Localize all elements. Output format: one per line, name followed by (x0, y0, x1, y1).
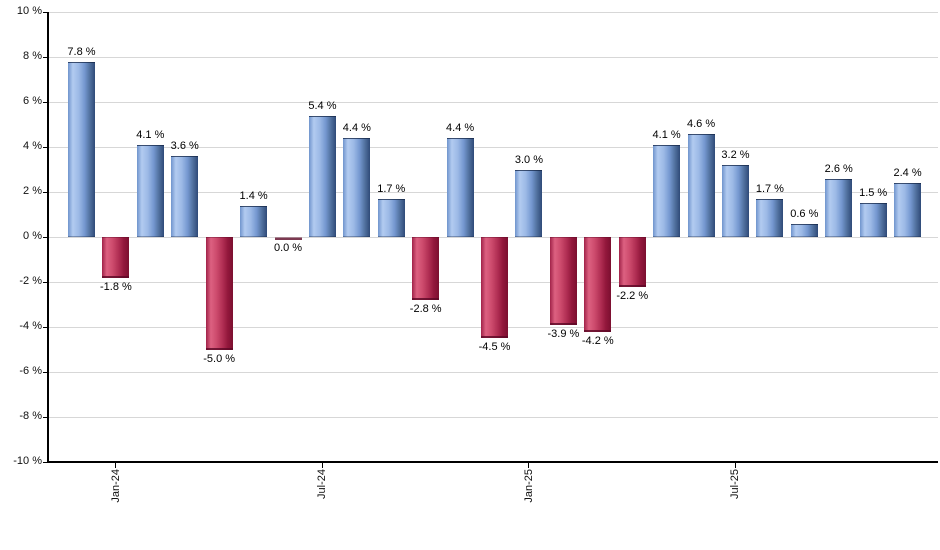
x-axis-label: Jan-24 (109, 469, 122, 503)
bar-value-label: 1.4 % (239, 189, 268, 202)
bar-value-label: 7.8 % (67, 45, 96, 58)
y-axis-label: 10 % (16, 5, 42, 17)
y-axis-tick (43, 461, 48, 463)
bar-value-label: 3.2 % (721, 149, 750, 161)
bar[interactable] (240, 205, 268, 237)
bar-value-label: 4.4 % (446, 122, 475, 134)
bar[interactable] (343, 138, 371, 237)
bar-value-label: -4.2 % (581, 334, 614, 347)
y-axis-tick (43, 11, 48, 13)
bar[interactable] (790, 223, 818, 237)
bar-value-label: 1.7 % (377, 182, 406, 195)
bar-value-label: 2.6 % (824, 162, 853, 175)
x-axis-line (47, 461, 938, 463)
y-axis-label: 2 % (23, 185, 42, 197)
y-gridline (48, 11, 938, 13)
x-axis-label: Jan-25 (522, 469, 535, 503)
bar-value-label: 4.1 % (652, 128, 681, 141)
y-gridline (48, 416, 938, 418)
bar[interactable] (68, 61, 95, 237)
bar-value-label: -3.9 % (547, 327, 580, 340)
bar-value-label: -2.2 % (616, 289, 649, 302)
bar[interactable] (825, 178, 853, 237)
x-axis-tick (321, 462, 323, 468)
bar[interactable] (687, 133, 715, 237)
bar-value-label: 1.7 % (755, 182, 784, 195)
x-axis-tick (528, 462, 530, 468)
bar[interactable] (412, 237, 440, 300)
bar[interactable] (549, 237, 577, 325)
bar[interactable] (515, 169, 543, 237)
bar-value-label: 3.0 % (514, 153, 544, 166)
y-axis-tick (43, 146, 48, 148)
bar[interactable] (102, 237, 130, 278)
y-gridline (48, 101, 938, 103)
y-gridline (48, 146, 938, 148)
y-axis-label: -2 % (19, 275, 42, 287)
bar-value-label: 3.6 % (170, 140, 199, 152)
bar-value-label: -5.0 % (203, 352, 236, 365)
bar[interactable] (481, 237, 509, 339)
y-axis-label: -4 % (19, 320, 42, 332)
y-axis-tick (43, 191, 48, 193)
bar[interactable] (136, 144, 164, 237)
x-axis-label: Jul-25 (729, 469, 742, 499)
bar-value-label: -2.8 % (409, 303, 442, 315)
x-axis-label: Jul-24 (316, 469, 329, 499)
bar[interactable] (618, 237, 646, 287)
bar-value-label: 0.0 % (273, 242, 303, 254)
x-axis-tick (115, 462, 117, 468)
bar[interactable] (894, 183, 922, 237)
bar[interactable] (308, 115, 336, 237)
y-axis-label: -8 % (19, 410, 42, 422)
y-axis-label: -10 % (13, 455, 42, 467)
bar[interactable] (205, 237, 233, 350)
y-axis-label: 8 % (23, 50, 42, 62)
y-axis-tick (43, 371, 48, 373)
bar[interactable] (721, 165, 749, 237)
y-axis-tick (43, 416, 48, 418)
y-axis-tick (43, 281, 48, 283)
y-axis-label: 4 % (23, 140, 42, 152)
bar-value-label: 4.4 % (342, 122, 371, 134)
bar-value-label: 0.6 % (790, 207, 819, 220)
bar-value-label: -4.5 % (478, 341, 511, 354)
bar[interactable] (756, 198, 784, 237)
bar-value-label: 4.1 % (136, 128, 165, 141)
bar-value-label: -1.8 % (100, 280, 132, 293)
bar[interactable] (859, 203, 887, 237)
y-gridline (48, 371, 938, 373)
y-gridline (48, 191, 938, 193)
y-gridline (48, 56, 938, 58)
y-axis-tick (43, 326, 48, 328)
bar-value-label: 2.4 % (893, 167, 922, 179)
y-axis-line (47, 12, 49, 463)
bar[interactable] (653, 144, 681, 237)
y-axis-label: 6 % (23, 95, 42, 107)
bar[interactable] (446, 138, 474, 237)
x-axis-tick (734, 462, 736, 468)
bar[interactable] (584, 237, 612, 332)
bar[interactable] (274, 237, 302, 240)
bar-value-label: 5.4 % (308, 99, 337, 112)
y-axis-label: 0 % (23, 230, 42, 242)
bar[interactable] (171, 156, 199, 237)
y-axis-label: -6 % (19, 365, 42, 377)
y-axis-tick (43, 236, 48, 238)
bar-value-label: 1.5 % (859, 187, 888, 200)
y-axis-tick (43, 56, 48, 58)
bar-value-label: 4.6 % (686, 117, 716, 130)
y-axis-tick (43, 101, 48, 103)
bar[interactable] (377, 198, 405, 237)
